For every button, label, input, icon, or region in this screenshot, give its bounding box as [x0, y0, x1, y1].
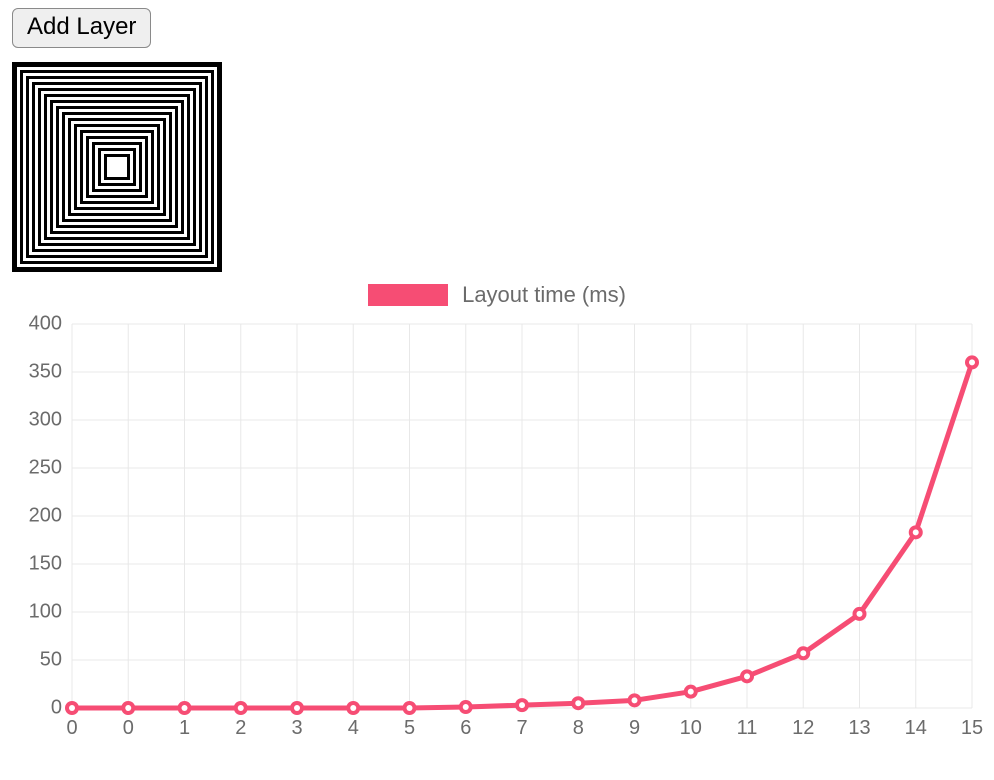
layout-time-chart: 0501001502002503003504000012345678910111… — [12, 308, 984, 748]
series-point-inner — [519, 702, 525, 708]
x-tick-label: 9 — [629, 717, 640, 739]
x-tick-label: 15 — [961, 717, 983, 739]
add-layer-button[interactable]: Add Layer — [12, 8, 151, 48]
series-point-inner — [632, 697, 638, 703]
series-point-inner — [294, 705, 300, 711]
x-tick-label: 10 — [680, 717, 702, 739]
thumb-ring — [104, 154, 130, 180]
series-point-inner — [800, 650, 806, 656]
series-point-inner — [182, 705, 188, 711]
chart-legend: Layout time (ms) — [12, 282, 982, 308]
y-tick-label: 0 — [51, 696, 62, 718]
y-tick-label: 100 — [29, 600, 62, 622]
y-tick-label: 200 — [29, 504, 62, 526]
x-tick-label: 3 — [291, 717, 302, 739]
y-tick-label: 300 — [29, 408, 62, 430]
legend-swatch — [368, 284, 448, 306]
series-point-inner — [575, 700, 581, 706]
y-tick-label: 250 — [29, 456, 62, 478]
x-tick-label: 14 — [905, 717, 927, 739]
series-point-inner — [69, 705, 75, 711]
x-tick-label: 4 — [348, 717, 359, 739]
x-tick-label: 2 — [235, 717, 246, 739]
y-tick-label: 400 — [29, 312, 62, 334]
nested-squares-thumbnail — [12, 62, 222, 272]
series-point-inner — [350, 705, 356, 711]
series-point-inner — [744, 673, 750, 679]
series-point-inner — [913, 529, 919, 535]
series-point-inner — [969, 359, 975, 365]
chart-grid — [72, 324, 972, 708]
x-tick-label: 0 — [123, 717, 134, 739]
x-tick-label: 6 — [460, 717, 471, 739]
x-tick-label: 5 — [404, 717, 415, 739]
series-point-inner — [238, 705, 244, 711]
y-tick-label: 50 — [40, 648, 62, 670]
series-point-inner — [125, 705, 131, 711]
x-tick-label: 12 — [792, 717, 814, 739]
legend-label: Layout time (ms) — [462, 282, 626, 308]
series-point-inner — [857, 611, 863, 617]
series-point-inner — [688, 689, 694, 695]
y-tick-label: 150 — [29, 552, 62, 574]
x-tick-label: 0 — [66, 717, 77, 739]
series-point-inner — [407, 705, 413, 711]
series-point-inner — [463, 704, 469, 710]
x-tick-label: 8 — [573, 717, 584, 739]
x-tick-label: 11 — [737, 717, 758, 739]
x-tick-label: 1 — [179, 717, 190, 739]
x-tick-label: 7 — [516, 717, 527, 739]
x-tick-label: 13 — [848, 717, 870, 739]
y-tick-label: 350 — [29, 360, 62, 382]
